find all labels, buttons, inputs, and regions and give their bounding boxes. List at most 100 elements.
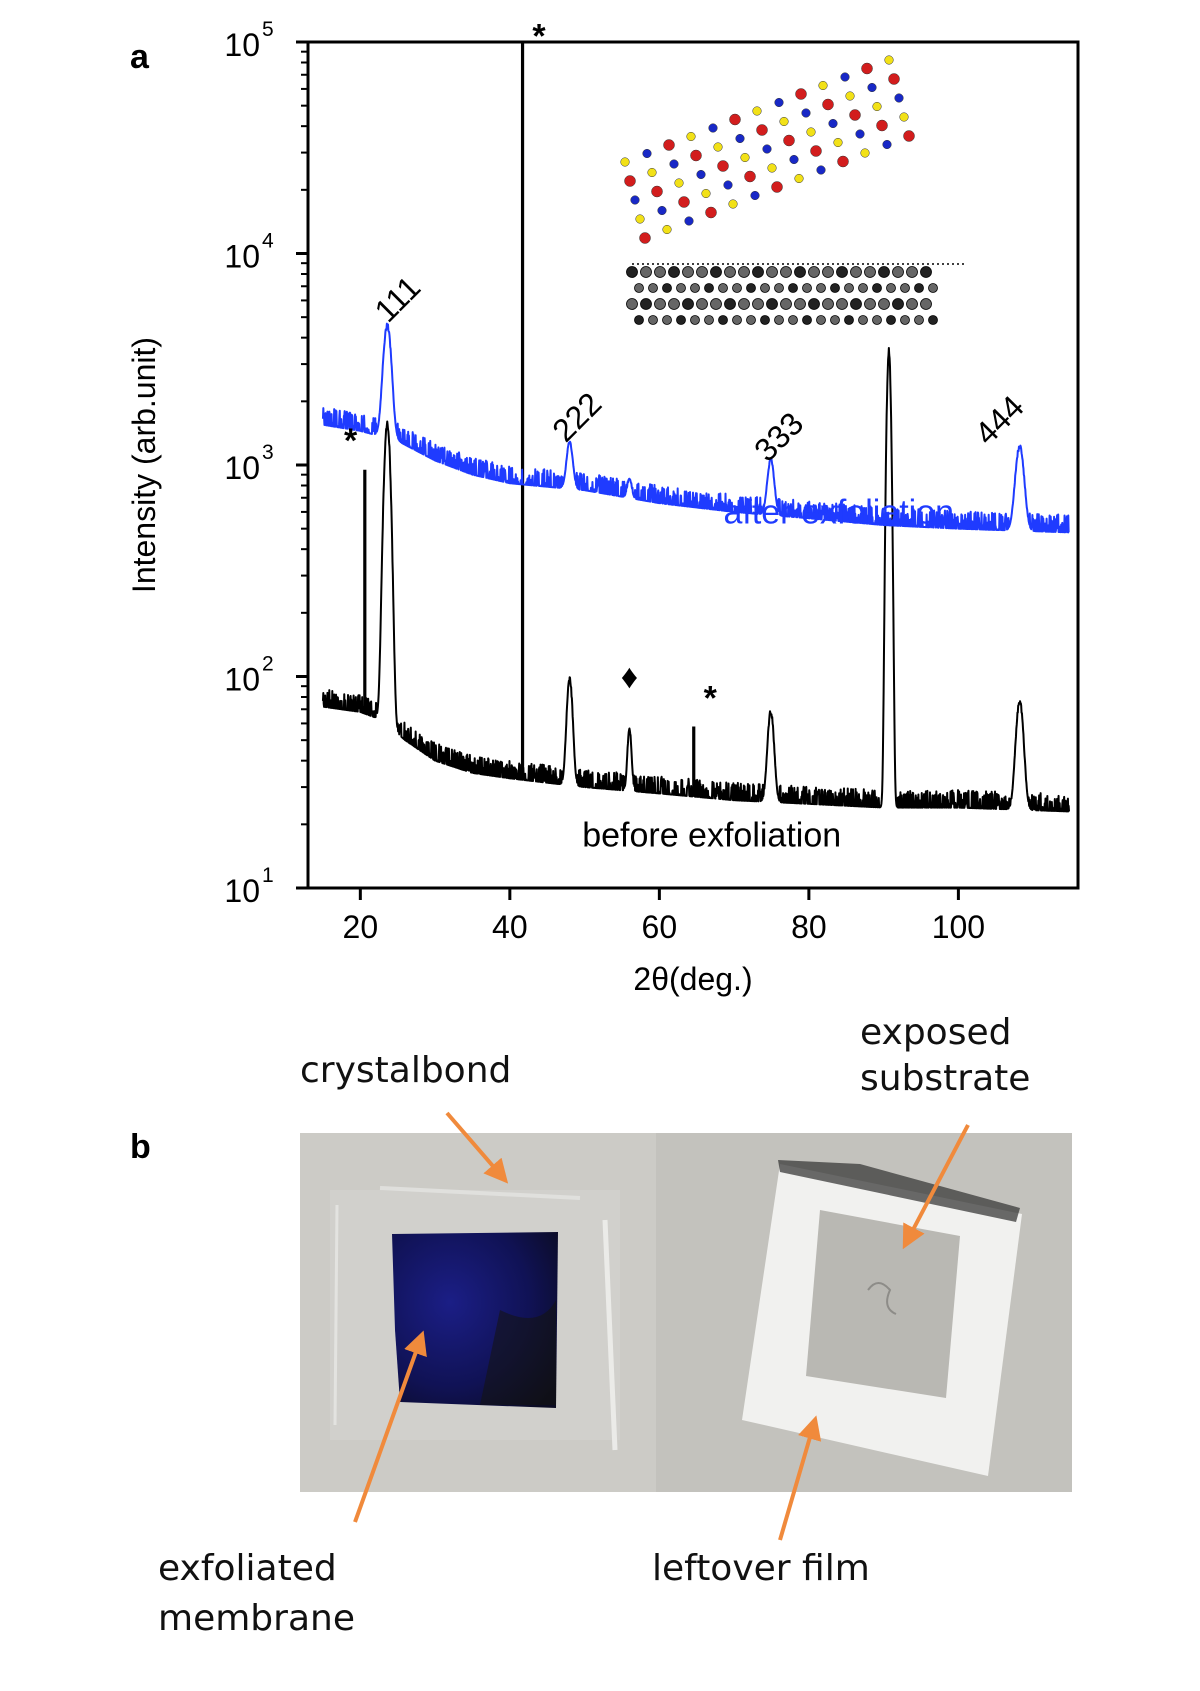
film-atom <box>647 167 657 178</box>
film-atom <box>882 139 892 150</box>
substrate-atom <box>892 298 904 310</box>
film-atom <box>789 154 799 165</box>
substrate-atom <box>682 298 694 310</box>
annotation-layer: 111 222 333 444 * * * ♦ after exfoliation before … <box>344 18 1031 855</box>
substrate-atom <box>746 315 756 325</box>
film-atom <box>684 216 694 226</box>
substrate-atom <box>900 315 910 325</box>
substrate-atom <box>696 266 708 278</box>
substrate-atom <box>640 266 652 278</box>
film-atom <box>818 80 828 91</box>
substrate-atom <box>808 266 820 278</box>
crystalbond-edge-left <box>333 1204 339 1426</box>
substrate-atom <box>662 315 672 325</box>
film-atom <box>713 142 723 152</box>
film-atom <box>806 127 816 137</box>
film-atom <box>822 98 834 111</box>
peak-label-333: 333 <box>747 405 810 468</box>
substrate-atom <box>752 298 764 310</box>
substrate-atom <box>760 315 770 325</box>
exfoliated-membrane-arrow <box>353 1330 427 1523</box>
substrate-edge-dark <box>778 1160 1020 1222</box>
film-atom <box>867 82 877 93</box>
peak-label-222: 222 <box>545 385 608 448</box>
x-tick-label: 80 <box>791 909 827 945</box>
film-atom <box>728 199 738 209</box>
substrate-atom <box>788 315 798 325</box>
x-tick-label: 60 <box>642 909 678 945</box>
substrate-atom <box>780 298 792 310</box>
film-atom <box>779 116 789 127</box>
plot-area <box>321 42 1071 813</box>
substrate-atom <box>920 266 932 278</box>
series-label-before-exfoliation: before exfoliation <box>582 817 841 855</box>
y-tick-label: 10 <box>224 662 260 698</box>
sample-photo <box>300 1133 1072 1492</box>
substrate-atom <box>836 266 848 278</box>
substrate-atom <box>654 298 666 310</box>
substrate-peak-marker: * <box>704 679 718 717</box>
substrate-atom <box>766 266 778 278</box>
substrate-atom <box>914 315 924 325</box>
film-atom <box>860 148 870 158</box>
exposed-label-line1: exposed <box>860 1012 1011 1053</box>
substrate-atom <box>844 315 854 325</box>
film-atom <box>678 196 690 208</box>
x-tick-label: 100 <box>932 909 985 945</box>
film-atom <box>861 62 873 75</box>
crystalbond-label: crystalbond <box>300 1050 511 1091</box>
film-atom <box>795 88 807 100</box>
x-axis: 20 40 60 80 100 <box>343 888 985 945</box>
series-label-after-exfoliation: after exfoliation <box>723 493 954 531</box>
substrate-atom <box>780 266 792 278</box>
leftover-film-label: leftover film <box>652 1548 870 1589</box>
substrate-atom <box>886 315 896 325</box>
substrate-atom <box>704 283 714 293</box>
y-tick-label: 10 <box>224 27 260 63</box>
substrate-atom <box>900 283 910 293</box>
film-atom <box>717 160 729 172</box>
leftover-film-arrow <box>778 1415 822 1541</box>
substrate-atom <box>634 315 644 325</box>
series-layer <box>321 42 1071 813</box>
substrate-atom <box>858 283 868 293</box>
substrate-atom <box>690 315 700 325</box>
crystal-structure-inset <box>620 55 965 325</box>
y-tick-exponent: 5 <box>262 18 274 41</box>
film-atom <box>810 145 822 157</box>
substrate-peak-marker: * <box>344 422 358 460</box>
panel-a-label: a <box>130 38 150 76</box>
substrate-atom <box>928 283 938 293</box>
substrate-atom <box>822 266 834 278</box>
substrate-atom <box>830 283 840 293</box>
film-atom <box>855 129 865 139</box>
film-atom <box>686 131 696 142</box>
film-atom <box>630 195 640 205</box>
substrate-atom <box>886 283 896 293</box>
substrate-atom <box>774 315 784 325</box>
film-atom <box>794 173 804 184</box>
substrate-atom <box>928 315 938 325</box>
series-line-before-exfoliation <box>321 346 1071 813</box>
substrate-atom <box>816 283 826 293</box>
substrate-atom <box>654 266 666 278</box>
film-atom <box>884 55 894 65</box>
x-tick-label: 20 <box>343 909 379 945</box>
film-atom <box>701 188 711 199</box>
substrate-atom <box>760 283 770 293</box>
film-atom <box>876 119 888 132</box>
substrate-atom <box>788 283 798 293</box>
film-atom <box>903 130 915 142</box>
substrate-atom <box>878 266 890 278</box>
film-atom <box>729 113 741 126</box>
substrate-atom <box>794 298 806 310</box>
film-atom <box>651 185 663 198</box>
substrate-atom <box>816 315 826 325</box>
film-atom <box>669 159 679 169</box>
film-atom <box>624 175 636 187</box>
substrate-atom <box>858 315 868 325</box>
y-tick-exponent: 4 <box>262 230 274 253</box>
substrate-atom <box>696 298 708 310</box>
impurity-peak-marker: ♦ <box>621 658 638 696</box>
